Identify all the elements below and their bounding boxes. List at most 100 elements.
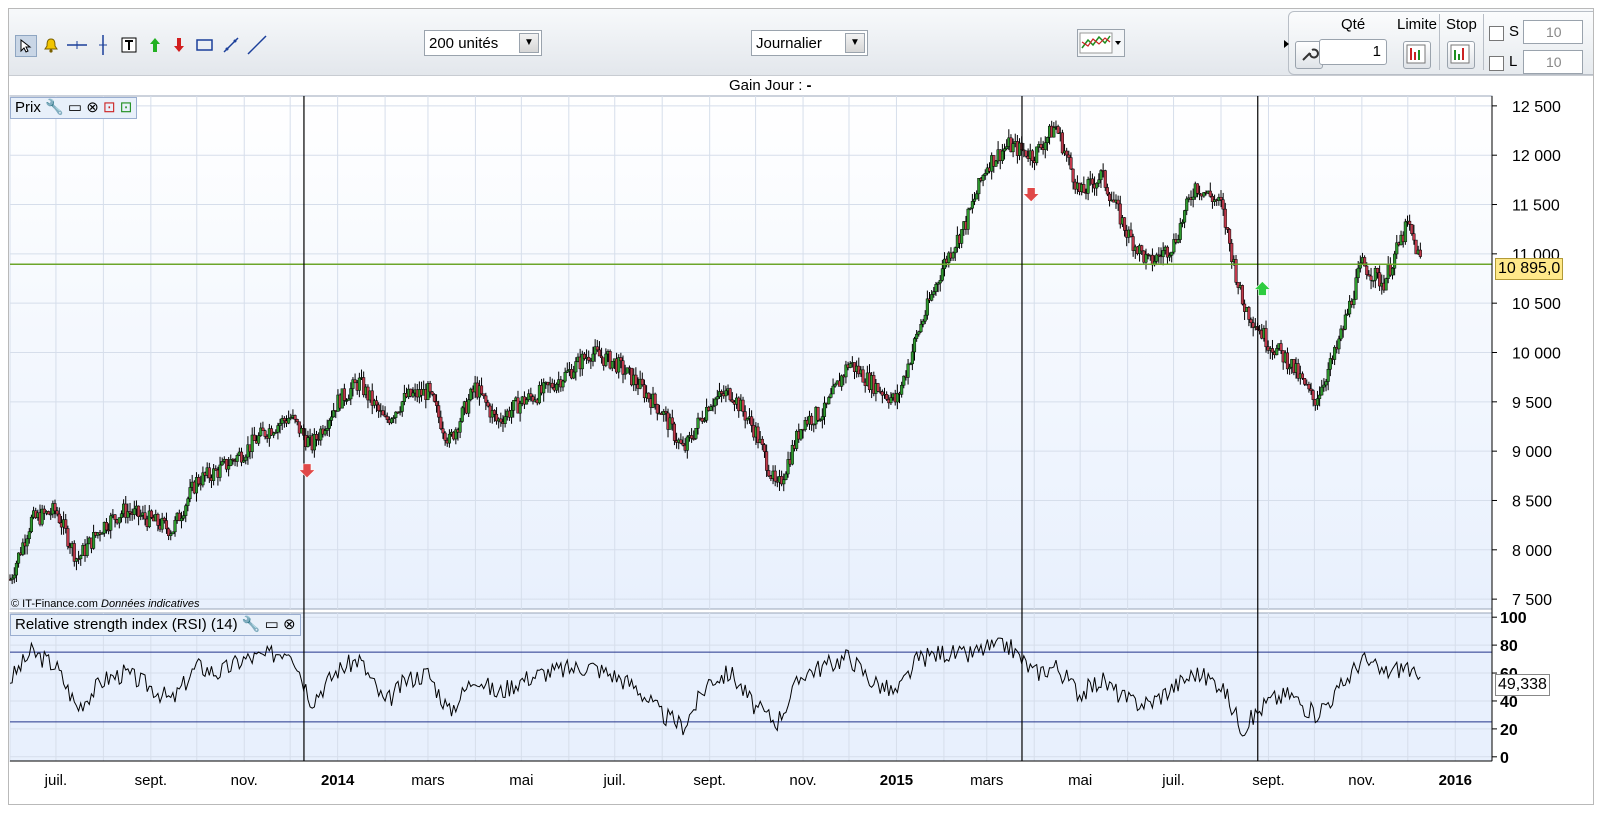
candle-body <box>327 420 331 429</box>
qty-input[interactable]: 1 <box>1319 39 1387 65</box>
candle-body <box>906 363 910 378</box>
pointer-tool-icon[interactable] <box>15 35 37 57</box>
move-down-icon[interactable]: ⊡ <box>102 99 116 116</box>
candle-body <box>975 193 979 200</box>
candle-body <box>231 459 235 461</box>
candle-body <box>595 346 599 351</box>
y-tick-label: 7 500 <box>1512 592 1552 609</box>
candle-body <box>555 383 559 391</box>
order-settings-button[interactable] <box>1295 41 1323 69</box>
wrench-icon[interactable]: 🔧 <box>45 99 64 116</box>
candle-body <box>1275 348 1279 356</box>
candle-body <box>1320 386 1324 396</box>
limit-order-button[interactable] <box>1403 41 1431 69</box>
candle-body <box>818 419 822 422</box>
buy-arrow-icon[interactable] <box>145 35 165 55</box>
candle-body <box>1195 183 1199 194</box>
candle-body <box>139 515 143 517</box>
candle-body <box>795 430 799 449</box>
candle-body <box>1408 220 1412 225</box>
rsi-panel <box>9 612 1493 762</box>
rectangle-tool-icon[interactable] <box>195 35 215 55</box>
candle-body <box>428 383 432 393</box>
candle-body <box>53 503 57 512</box>
candle-body <box>831 385 835 395</box>
wrench-icon[interactable]: 🔧 <box>241 616 261 633</box>
candle-body <box>17 552 21 564</box>
candle-body <box>1221 199 1225 210</box>
stop-order-button[interactable] <box>1447 41 1475 69</box>
sell-arrow-icon[interactable] <box>169 35 189 55</box>
x-tick-label: 2014 <box>321 772 355 789</box>
candle-body <box>1202 192 1206 197</box>
ray-tool-icon[interactable] <box>247 35 267 55</box>
limit-label: Limite <box>1397 16 1438 33</box>
period-select[interactable]: Journalier ▼ <box>751 30 868 56</box>
chevron-right-icon[interactable] <box>1283 39 1291 49</box>
y-tick-label: 12 500 <box>1512 99 1561 116</box>
candle-body <box>47 511 51 515</box>
candle-body <box>1303 378 1307 385</box>
candle-body <box>377 404 381 411</box>
chevron-down-icon[interactable]: ▼ <box>519 33 539 53</box>
candle-body <box>85 543 89 556</box>
chart-type-button[interactable] <box>1077 29 1125 57</box>
maximize-icon[interactable]: ▭ <box>264 616 279 633</box>
candle-body <box>782 479 786 485</box>
candle-body <box>272 432 276 436</box>
close-icon[interactable]: ⊗ <box>86 99 99 116</box>
chart-canvas[interactable]: juil. sept. nov. 2014 mars mai juil. sept. nov. 2… <box>9 9 1593 804</box>
current-price-label: 10 895,0 <box>1495 258 1564 280</box>
alert-bell-icon[interactable] <box>41 35 61 55</box>
candle-body <box>653 393 657 405</box>
s-checkbox[interactable] <box>1489 26 1504 41</box>
candle-body <box>1343 314 1347 330</box>
text-tool-icon[interactable] <box>119 35 139 55</box>
candle-body <box>1105 187 1109 195</box>
candle-body <box>147 510 151 528</box>
candle-body <box>681 442 685 446</box>
candle-body <box>214 468 218 471</box>
candle-body <box>1170 251 1174 256</box>
candle-body <box>9 579 12 581</box>
l-checkbox[interactable] <box>1489 56 1504 71</box>
candle-body <box>329 416 334 421</box>
disclaimer-text: Données indicatives <box>101 598 200 610</box>
candle-body <box>790 444 794 465</box>
candle-body <box>1043 142 1047 150</box>
candle-body <box>1178 223 1182 240</box>
candle-body <box>773 470 777 482</box>
chevron-down-icon[interactable]: ▼ <box>845 33 865 53</box>
candle-body <box>741 399 745 412</box>
candle-body <box>1060 132 1064 154</box>
candle-body <box>276 425 280 433</box>
candle-body <box>1097 179 1101 184</box>
candle-body <box>1069 157 1073 170</box>
l-value-input[interactable]: 10 <box>1523 50 1583 74</box>
daily-gain-label: Gain Jour : <box>729 77 803 94</box>
units-select[interactable]: 200 unités ▼ <box>424 30 542 56</box>
vertical-line-tool-icon[interactable] <box>93 35 113 55</box>
candle-body <box>1369 275 1373 281</box>
candle-body <box>1328 358 1332 370</box>
candle-body <box>591 353 595 362</box>
candle-body <box>177 512 181 522</box>
candle-body <box>994 160 998 167</box>
candle-body <box>572 371 576 379</box>
move-up-icon[interactable]: ⊡ <box>119 99 133 116</box>
candle-body <box>1000 150 1004 161</box>
candle-body <box>1065 150 1069 156</box>
trendline-tool-icon[interactable] <box>221 35 241 55</box>
maximize-icon[interactable]: ▭ <box>67 99 83 116</box>
wrench-icon <box>1302 48 1319 61</box>
s-value-input[interactable]: 10 <box>1523 20 1583 44</box>
candle-body <box>762 444 767 452</box>
candle-body <box>1247 307 1251 320</box>
candle-body <box>972 198 977 202</box>
candle-body <box>1035 146 1039 164</box>
candle-body <box>227 465 231 470</box>
horizontal-line-tool-icon[interactable] <box>67 35 87 55</box>
close-icon[interactable]: ⊗ <box>282 616 296 633</box>
y-tick-label: 11 500 <box>1512 198 1560 215</box>
candle-body <box>1384 278 1388 291</box>
